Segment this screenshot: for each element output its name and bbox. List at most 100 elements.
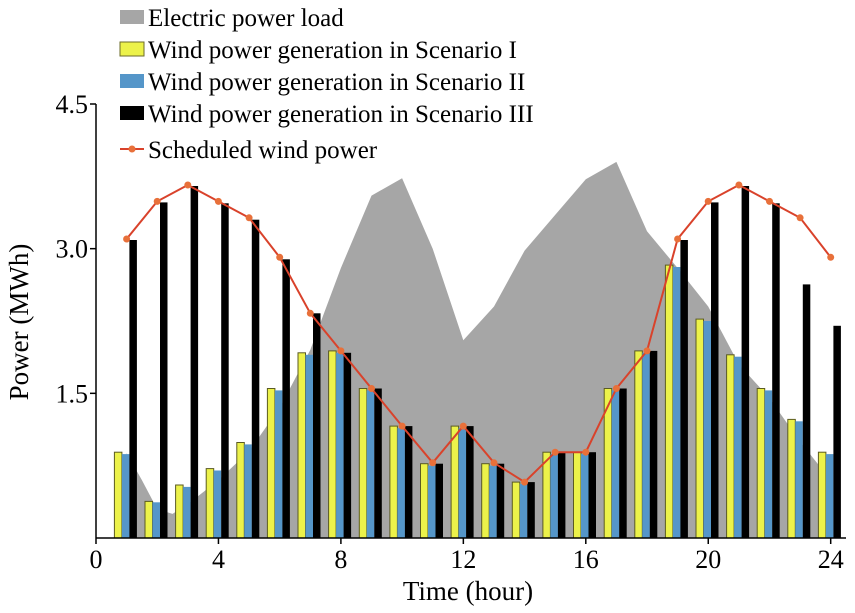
bar-scenario-3-hour-11 (435, 463, 443, 538)
bar-scenario-3-hour-3 (190, 186, 199, 538)
scheduled-point-hour-21 (735, 181, 743, 189)
bar-scenario-3-hour-17 (619, 388, 627, 538)
bar-scenario-2-hour-13 (489, 465, 497, 538)
bar-scenario-3-hour-7 (313, 313, 321, 538)
bar-scenario-3-hour-22 (772, 203, 780, 539)
bar-scenario-1-hour-9 (358, 388, 368, 539)
bar-scenario-3-hour-8 (343, 352, 352, 538)
bar-scenario-1-hour-6 (266, 388, 276, 539)
bar-scenario-2-hour-18 (642, 352, 650, 538)
scheduled-point-hour-6 (276, 253, 284, 261)
bar-scenario-2-hour-8 (336, 352, 344, 538)
bar-scenario-1-hour-11 (420, 463, 429, 539)
legend-item-scenario-2: Wind power generation in Scenario II (120, 69, 525, 96)
scheduled-line (125, 183, 832, 484)
legend-swatch-scenario-3 (120, 106, 144, 120)
x-tick-label-4: 16 (573, 545, 599, 574)
bar-scenario-3-hour-20 (711, 202, 719, 538)
bar-scenario-2-hour-16 (581, 454, 589, 538)
bar-scenario-1-hour-7 (297, 352, 306, 539)
scheduled-point-hour-4 (214, 197, 222, 205)
bar-scenario-1-hour-24 (817, 451, 827, 539)
legend-item-scenario-1: Wind power generation in Scenario I (119, 37, 517, 64)
bar-scenario-1-hour-15 (542, 451, 551, 539)
bar-scenario-2-hour-12 (458, 428, 467, 538)
legend-swatch-scenario-1 (119, 41, 145, 57)
axes-layer (90, 103, 846, 544)
bar-scenario-1-hour-13 (481, 463, 490, 539)
bar-scenario-1-hour-14 (511, 481, 521, 539)
x-tick-label-0: 0 (90, 545, 103, 574)
x-tick-label-3: 12 (450, 545, 476, 574)
bar-scenario-2-hour-20 (703, 321, 711, 538)
bar-scenario-3-hour-12 (466, 426, 474, 538)
scheduled-point-hour-2 (153, 197, 161, 205)
bar-scenario-1-hour-4 (205, 468, 215, 539)
bar-scenario-3-hour-18 (649, 350, 658, 538)
scheduled-point-hour-24 (827, 253, 835, 261)
legend-label-load: Electric power load (148, 5, 344, 32)
bar-scenario-3-hour-21 (741, 186, 750, 538)
bar-scenario-1-hour-18 (634, 350, 643, 539)
load-area (126, 161, 831, 538)
load-area-layer (126, 161, 831, 538)
tick-labels-layer: 1.5 3.0 4.5 0 4 8 12 16 20 24 (56, 90, 844, 574)
bar-scenario-1-hour-16 (573, 451, 582, 539)
scheduled-point-hour-7 (306, 309, 314, 317)
legend-item-scenario-3: Wind power generation in Scenario III (120, 101, 534, 128)
x-axis-title: Time (hour) (403, 576, 533, 606)
scheduled-point-hour-22 (766, 197, 773, 205)
bar-scenario-1-hour-20 (695, 318, 704, 539)
legend-label-scheduled: Scheduled wind power (148, 137, 378, 164)
bar-scenario-3-hour-5 (251, 219, 260, 538)
legend-swatch-load (120, 10, 144, 24)
bar-scenario-2-hour-9 (366, 390, 375, 538)
y-tick-label-0: 1.5 (56, 379, 89, 408)
bar-scenario-1-hour-2 (144, 500, 153, 539)
bar-scenario-3-hour-14 (527, 482, 535, 538)
bar-scenario-3-hour-23 (802, 284, 811, 538)
scheduled-line-layer (123, 181, 835, 486)
bar-scenario-1-hour-1 (113, 451, 123, 539)
bar-scenario-2-hour-7 (305, 354, 313, 538)
bar-scenario-2-hour-14 (519, 484, 528, 538)
bar-scenario-1-hour-10 (389, 425, 398, 539)
bar-scenario-1-hour-5 (236, 442, 245, 539)
bar-scenario-1-hour-19 (664, 264, 674, 539)
bar-scenario-3-hour-15 (557, 452, 566, 538)
bar-scenario-3-hour-10 (404, 426, 413, 538)
scheduled-point-hour-5 (245, 214, 253, 222)
x-tick-label-1: 4 (212, 545, 225, 574)
bar-scenario-1-hour-23 (787, 418, 796, 539)
scheduled-point-hour-13 (490, 459, 498, 467)
scheduled-point-hour-20 (704, 197, 712, 205)
scheduled-point-hour-1 (123, 235, 131, 243)
legend-swatch-scenario-2 (120, 74, 144, 88)
scheduled-point-hour-11 (429, 459, 437, 467)
x-tick-label-6: 24 (818, 545, 844, 574)
scheduled-point-hour-17 (612, 385, 620, 392)
scheduled-point-hour-16 (582, 448, 590, 456)
legend-item-scheduled: Scheduled wind power (120, 137, 378, 164)
bar-scenario-2-hour-17 (611, 390, 620, 538)
x-tick-label-5: 20 (695, 545, 721, 574)
legend-label-scenario-3: Wind power generation in Scenario III (148, 101, 534, 128)
scheduled-point-hour-12 (459, 422, 467, 430)
x-tick-label-2: 8 (334, 545, 347, 574)
scheduled-point-hour-19 (674, 235, 682, 243)
bar-scenario-2-hour-3 (183, 486, 191, 538)
bar-scenario-3-hour-9 (374, 388, 382, 538)
y-tick-label-1: 3.0 (56, 235, 89, 264)
scheduled-point-hour-8 (337, 347, 345, 355)
bar-scenario-2-hour-11 (428, 465, 436, 538)
bar-scenario-2-hour-15 (550, 454, 558, 538)
bar-scenario-3-hour-1 (129, 240, 137, 538)
bar-scenario-1-hour-3 (175, 484, 184, 539)
bar-scenario-2-hour-21 (734, 356, 742, 538)
bar-scenario-2-hour-24 (825, 454, 834, 538)
bar-scenario-2-hour-4 (213, 470, 222, 538)
bar-scenario-2-hour-19 (672, 267, 681, 538)
bar-scenario-2-hour-23 (795, 421, 803, 538)
scheduled-point-hour-15 (551, 448, 559, 456)
